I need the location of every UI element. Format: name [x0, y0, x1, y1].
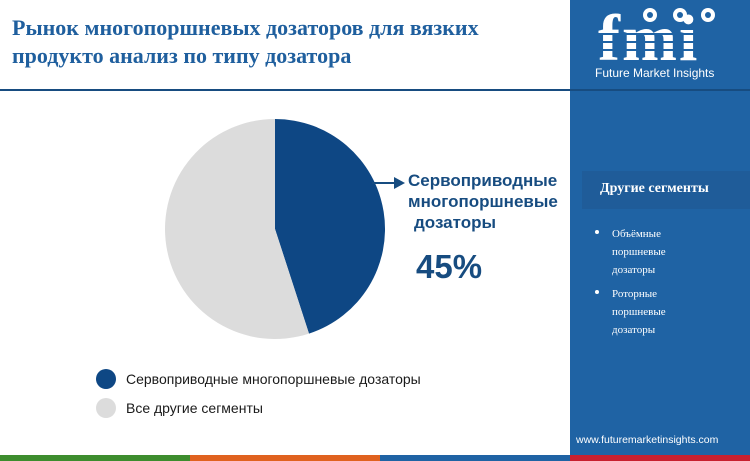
legend-item-others: Все другие сегменты [96, 397, 421, 419]
legend-item-servo: Сервоприводные многопоршневые дозаторы [96, 368, 421, 390]
sidebar-divider [570, 89, 750, 91]
bullet-icon [595, 290, 599, 294]
bottom-bar-segment [380, 455, 570, 461]
pie-slice-others [165, 119, 309, 340]
legend-label-servo: Сервоприводные многопоршневые дозаторы [126, 371, 421, 387]
list-item: Роторные поршневые дозаторы [592, 285, 742, 339]
bottom-bar-segment [570, 455, 750, 461]
legend-swatch-others [96, 398, 116, 418]
callout-label-line-1: Сервоприводные [408, 171, 558, 190]
segment-volumetric: Объёмные поршневые дозаторы [612, 228, 666, 276]
callout-label-line-2: многопоршневые [408, 192, 558, 211]
callout-arrow-icon [372, 177, 405, 189]
segment-rotary: Роторные поршневые дозаторы [612, 288, 666, 336]
bottom-color-bar [0, 455, 750, 461]
title-divider [0, 89, 570, 91]
pie-chart [165, 119, 386, 340]
list-item: Объёмные поршневые дозаторы [592, 225, 742, 279]
legend-label-others: Все другие сегменты [126, 400, 263, 416]
legend-swatch-servo [96, 369, 116, 389]
fmi-logo-icon: fmi [592, 4, 722, 66]
chart-legend: Сервоприводные многопоршневые дозаторы В… [96, 368, 421, 426]
bottom-bar-segment [190, 455, 380, 461]
logo-caption: Future Market Insights [595, 66, 715, 80]
other-segments-header: Другие сегменты [582, 171, 750, 209]
chart-title: Рынок многопоршневых дозаторов для вязки… [12, 14, 562, 70]
pie-slice-servo [275, 119, 386, 334]
callout-value: 45% [416, 248, 483, 285]
other-segments-list: Объёмные поршневые дозаторы Роторные пор… [592, 225, 742, 345]
bottom-bar-segment [0, 455, 190, 461]
website-link[interactable]: www.futuremarketinsights.com [576, 434, 719, 446]
other-segments-title: Другие сегменты [600, 181, 709, 196]
chart-title-line-2: продукто анализ по типу дозатора [12, 43, 352, 68]
brand-logo: fmi Future Market Insights [570, 0, 750, 90]
callout-label: Сервоприводные многопоршневые дозаторы [408, 170, 558, 233]
sidebar: fmi Future Market Insights Другие сегмен… [570, 0, 750, 461]
callout-label-line-3: дозаторы [414, 213, 497, 232]
bullet-icon [595, 230, 599, 234]
chart-title-line-1: Рынок многопоршневых дозаторов для вязки… [12, 15, 479, 40]
